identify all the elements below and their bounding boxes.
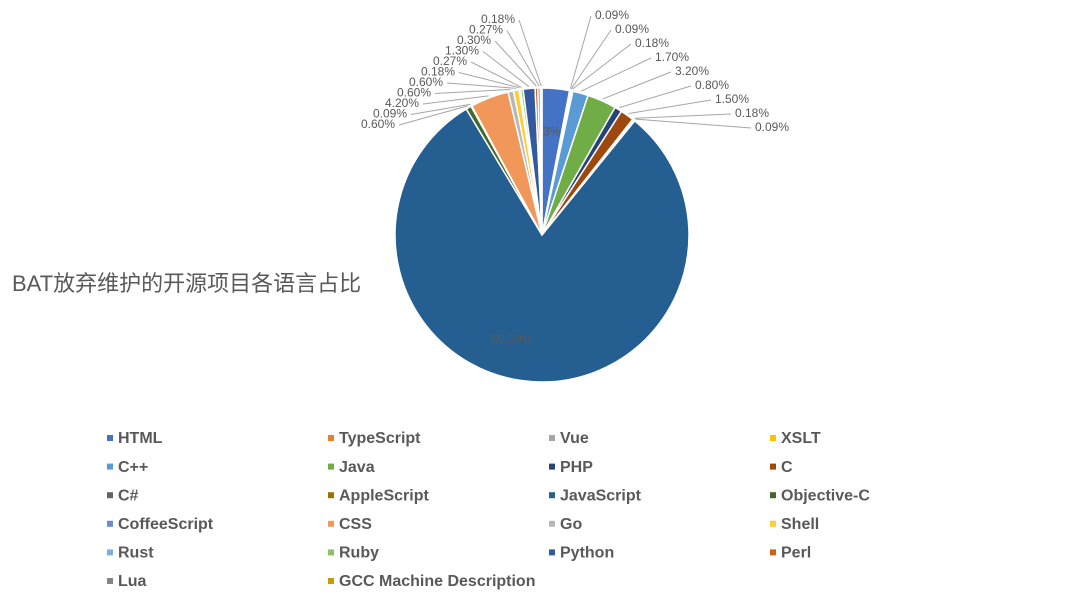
- legend-marker: [107, 492, 113, 499]
- legend-label: XSLT: [781, 430, 821, 447]
- legend-label: Python: [560, 545, 614, 562]
- leader-line: [602, 71, 672, 100]
- legend-label: CoffeeScript: [118, 516, 214, 533]
- leader-line: [470, 61, 522, 88]
- chart-title: BAT放弃维护的开源项目各语言占比: [12, 271, 361, 296]
- legend-marker: [770, 520, 776, 527]
- leader-line: [628, 99, 712, 115]
- data-label: 0.18%: [421, 65, 455, 79]
- data-label: 1.50%: [715, 92, 749, 106]
- legend-label: AppleScript: [339, 487, 429, 504]
- data-label: 0.27%: [469, 23, 503, 37]
- pie-slice: [539, 87, 543, 236]
- data-label: 0.60%: [361, 117, 395, 131]
- data-label: 1.30%: [445, 44, 479, 58]
- legend-label: TypeScript: [339, 430, 421, 447]
- legend-label: Vue: [560, 430, 589, 447]
- leader-line: [518, 19, 542, 87]
- legend-label: Go: [560, 516, 582, 533]
- legend-marker: [549, 463, 555, 470]
- leader-line: [569, 15, 592, 89]
- data-label: 0.27%: [433, 54, 467, 68]
- data-label: 3.20%: [675, 64, 709, 78]
- leader-line: [434, 88, 511, 94]
- legend-label: Shell: [781, 516, 819, 533]
- legend-label: Lua: [118, 573, 147, 590]
- data-label: 0.80%: [695, 78, 729, 92]
- legend-marker: [107, 549, 113, 556]
- legend-marker: [549, 549, 555, 556]
- legend-marker: [107, 520, 113, 527]
- legend-label: PHP: [560, 459, 593, 476]
- legend-marker: [328, 463, 334, 470]
- legend-marker: [770, 463, 776, 470]
- legend-marker: [107, 578, 113, 584]
- data-label: 0.18%: [635, 36, 669, 50]
- data-label: 0.09%: [595, 8, 629, 22]
- legend: HTML TypeScript Vue XSLT C++ Java PHP C C# AppleS…: [107, 430, 870, 590]
- leader-line: [458, 72, 520, 89]
- legend-marker: [549, 435, 555, 441]
- leader-line: [482, 51, 530, 87]
- legend-marker: [549, 492, 555, 499]
- data-label: 0.30%: [457, 33, 491, 47]
- legend-label: C#: [118, 487, 139, 504]
- legend-label: HTML: [118, 430, 163, 447]
- data-label: 1.70%: [655, 50, 689, 64]
- data-label: 0.60%: [397, 86, 431, 100]
- legend-marker: [328, 492, 334, 499]
- leader-line: [506, 30, 540, 87]
- legend-marker: [328, 520, 334, 527]
- legend-marker: [549, 520, 555, 527]
- leader-line: [634, 113, 732, 119]
- pie: 3%0.09%0.09%0.18%1.70%3.20%0.80%1.50%0.1…: [361, 8, 789, 383]
- legend-label: C: [781, 459, 793, 476]
- legend-label: CSS: [339, 516, 372, 533]
- legend-marker: [107, 463, 113, 470]
- leader-line: [422, 95, 489, 105]
- data-label: 3%: [543, 125, 561, 139]
- legend-label: GCC Machine Description: [339, 573, 535, 590]
- data-label: 0.09%: [755, 120, 789, 134]
- legend-marker: [770, 492, 776, 499]
- legend-marker: [770, 549, 776, 556]
- data-label: 80.30%: [492, 332, 533, 346]
- leader-line: [446, 82, 516, 89]
- data-label: 0.18%: [735, 106, 769, 120]
- legend-label: JavaScript: [560, 487, 642, 504]
- legend-marker: [107, 435, 113, 441]
- legend-marker: [328, 549, 334, 556]
- pie-slice: [394, 107, 690, 383]
- leader-line: [398, 105, 468, 126]
- leader-line: [410, 103, 471, 115]
- leader-line: [494, 40, 537, 87]
- legend-marker: [770, 435, 776, 441]
- leader-line: [580, 57, 652, 92]
- data-label: 0.09%: [615, 22, 649, 36]
- legend-label: C++: [118, 459, 148, 476]
- leader-line: [570, 29, 612, 90]
- data-label: 0.18%: [481, 12, 515, 26]
- legend-label: Perl: [781, 545, 811, 562]
- legend-label: Objective-C: [781, 487, 870, 504]
- leader-line: [572, 43, 632, 90]
- legend-marker: [328, 435, 334, 441]
- legend-label: Java: [339, 459, 375, 476]
- legend-label: Rust: [118, 545, 154, 562]
- data-label: 4.20%: [385, 96, 419, 110]
- leader-line: [635, 118, 752, 129]
- legend-marker: [328, 578, 334, 584]
- legend-label: Ruby: [339, 545, 379, 562]
- data-label: 0.60%: [409, 75, 443, 89]
- leader-line: [619, 85, 692, 109]
- data-label: 0.09%: [373, 107, 407, 121]
